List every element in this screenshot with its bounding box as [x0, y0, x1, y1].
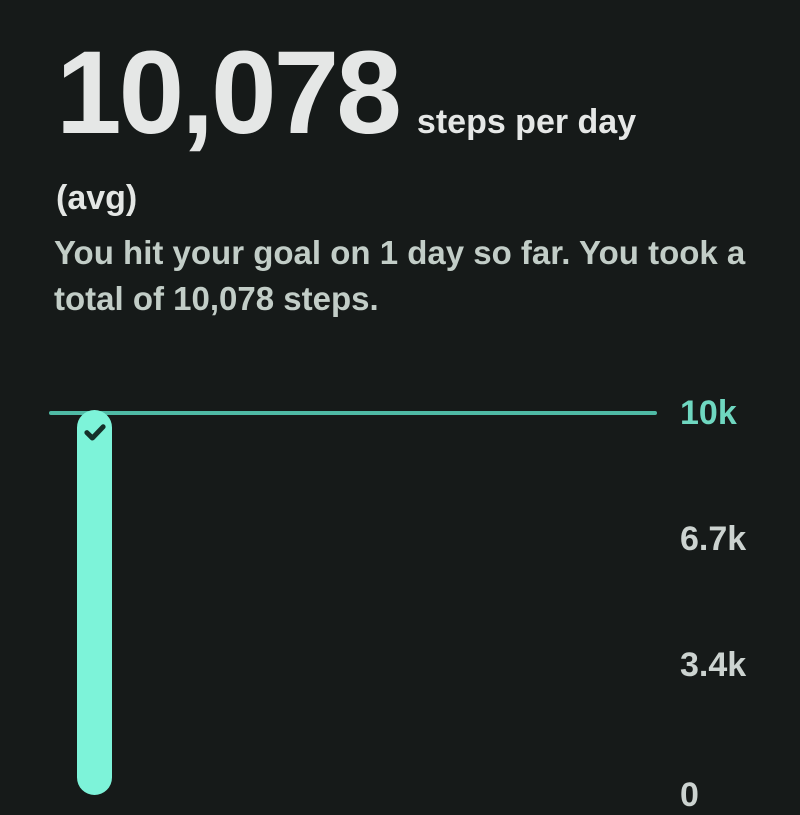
ytick-0: 0	[680, 775, 699, 815]
ytick-label: 0	[680, 776, 699, 814]
average-steps-value: 10,078	[56, 27, 402, 159]
goal-line	[49, 411, 657, 415]
goal-check-icon	[83, 424, 106, 441]
ytick-10k: 10k	[680, 393, 737, 433]
bar-day-1[interactable]	[77, 410, 112, 795]
average-steps-headline: 10,078 steps per day	[56, 34, 636, 152]
ytick-label: 3.4k	[680, 646, 747, 684]
avg-label: (avg)	[56, 179, 138, 217]
goal-summary-text: You hit your goal on 1 day so far. You t…	[54, 234, 746, 317]
average-steps-unit-label: steps per day	[416, 103, 637, 141]
ytick-6-7k: 6.7k	[680, 519, 746, 559]
ytick-label: 6.7k	[680, 520, 747, 558]
ytick-3-4k: 3.4k	[680, 645, 746, 685]
ytick-label: 10k	[680, 394, 737, 432]
